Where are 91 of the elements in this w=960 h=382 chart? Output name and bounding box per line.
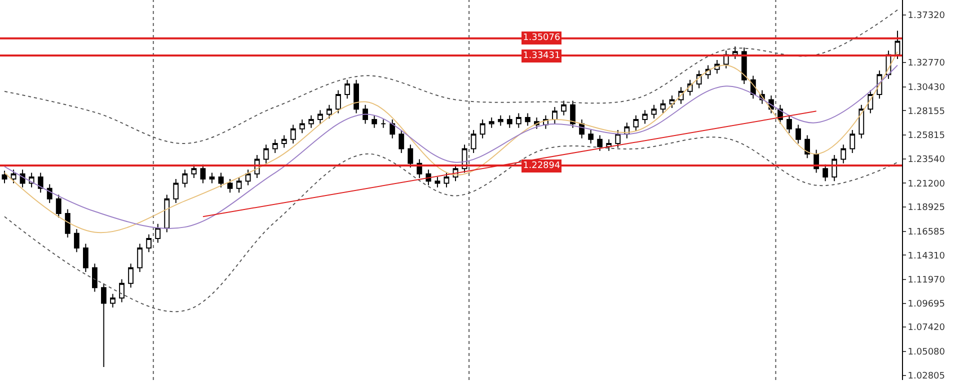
candlestick	[236, 176, 242, 194]
y-tick-label: 1.07420	[908, 323, 946, 334]
candlestick	[669, 95, 675, 109]
candlestick	[2, 170, 8, 184]
candlestick	[444, 172, 450, 188]
y-tick-label: 1.32770	[908, 58, 946, 69]
candlestick	[92, 263, 98, 292]
candlestick	[408, 144, 414, 168]
candlestick	[470, 129, 476, 154]
candlestick	[209, 172, 215, 184]
candlestick	[516, 112, 522, 128]
candlestick	[119, 278, 124, 303]
candlestick	[642, 110, 648, 124]
candlestick	[200, 164, 206, 184]
candlestick	[858, 104, 864, 139]
ref-line-label: 1.35076	[523, 33, 560, 43]
candlestick	[245, 169, 251, 186]
candlestick	[128, 263, 134, 288]
y-tick-label: 1.05080	[908, 348, 946, 358]
candlestick	[796, 124, 801, 144]
y-tick-label: 1.14310	[908, 251, 946, 262]
y-tick-label: 1.16585	[908, 228, 946, 238]
candlestick	[101, 282, 106, 368]
candlestick	[380, 119, 386, 128]
y-tick-label: 1.23540	[908, 154, 946, 165]
candlestick	[318, 110, 323, 124]
candlestick	[38, 172, 44, 194]
candlestick	[822, 164, 828, 182]
candlestick	[651, 104, 657, 119]
candlestick	[597, 134, 603, 152]
y-tick-label: 1.25815	[908, 131, 946, 142]
y-tick-label: 1.09695	[908, 299, 946, 310]
y-tick-label: 1.02805	[908, 371, 946, 382]
candlestick	[506, 114, 512, 128]
candlestick	[570, 100, 576, 128]
candlestick	[588, 129, 594, 144]
candlestick	[191, 164, 197, 178]
candlestick	[290, 124, 296, 144]
candlestick	[390, 119, 396, 139]
candlestick	[524, 112, 530, 126]
candlestick	[354, 79, 359, 114]
candlestick	[804, 134, 810, 159]
candlestick	[372, 114, 378, 128]
candlestick	[840, 144, 846, 164]
candlestick	[488, 116, 494, 128]
y-tick-label: 1.21200	[908, 179, 946, 190]
candlestick	[561, 100, 566, 116]
candlestick	[850, 129, 856, 154]
candlestick	[56, 194, 62, 218]
candlestick	[633, 114, 639, 132]
candlestick	[272, 138, 278, 154]
y-tick-label: 1.30430	[908, 83, 946, 94]
candlestick	[146, 234, 152, 253]
candlestick	[552, 106, 558, 124]
candlestick	[64, 208, 70, 238]
candlestick	[336, 90, 341, 114]
candlestick	[46, 184, 52, 204]
candlestick	[786, 114, 792, 134]
ref-line-label: 1.22894	[523, 161, 560, 171]
candlestick	[74, 228, 80, 253]
candlestick	[227, 178, 233, 194]
candlestick	[615, 129, 621, 148]
y-tick-label: 1.18925	[908, 203, 946, 214]
candlestick	[434, 176, 440, 188]
candlestick	[281, 134, 287, 148]
candlestick	[362, 104, 368, 124]
candlestick	[155, 223, 161, 244]
candlestick	[20, 169, 26, 188]
candlestick	[182, 169, 188, 188]
y-tick-label: 1.11970	[908, 276, 946, 286]
candlestick	[308, 114, 314, 128]
candlestick	[82, 243, 88, 272]
candlestick	[498, 114, 504, 126]
candlestick	[326, 104, 332, 119]
ref-line-label: 1.33431	[523, 51, 560, 61]
candlestick	[263, 144, 269, 164]
candlestick	[660, 99, 666, 114]
y-tick-label: 1.28155	[908, 106, 946, 117]
candlestick	[164, 194, 170, 233]
candlestick	[426, 169, 432, 186]
candlestick	[299, 119, 305, 134]
candlestick	[480, 119, 486, 139]
candlestick	[398, 129, 404, 154]
candlestick	[137, 243, 143, 272]
candlestick	[344, 79, 350, 100]
candlestick	[173, 178, 179, 204]
candlestick	[832, 154, 838, 182]
candlestick	[110, 293, 116, 308]
candlestick	[606, 138, 612, 152]
candlestick	[218, 172, 224, 188]
y-tick-label: 1.37320	[908, 11, 946, 22]
